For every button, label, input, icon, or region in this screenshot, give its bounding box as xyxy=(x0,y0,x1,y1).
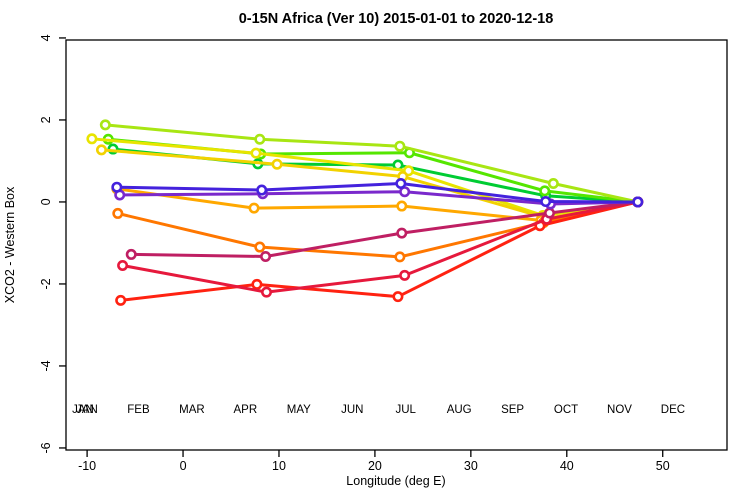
data-point-may xyxy=(95,144,107,156)
data-point-mar xyxy=(394,140,406,152)
y-tick-label: 0 xyxy=(39,198,53,205)
legend-month-jun: JUN xyxy=(341,404,363,416)
data-point-jul xyxy=(112,207,124,219)
data-point-may xyxy=(271,158,283,170)
data-point-jul xyxy=(394,251,406,263)
data-point-jun xyxy=(396,200,408,212)
x-tick-label: 10 xyxy=(272,459,286,473)
data-point-sep xyxy=(261,286,273,298)
y-tick-label: 4 xyxy=(39,34,53,41)
data-point-dec xyxy=(540,196,552,208)
data-point-sep xyxy=(399,269,411,281)
data-point-nov xyxy=(399,186,411,198)
data-point-aug xyxy=(392,291,404,303)
y-tick-label: -6 xyxy=(39,442,53,453)
legend-month-jan: JAN xyxy=(76,404,98,416)
y-tick-label: -2 xyxy=(39,278,53,289)
y-tick-label: 2 xyxy=(39,116,53,123)
legend-month-may: MAY xyxy=(287,404,311,416)
series-line-oct xyxy=(129,200,640,258)
data-point-oct xyxy=(396,227,408,239)
legend-month-feb: FEB xyxy=(127,404,150,416)
data-point-apr xyxy=(86,133,98,145)
data-point-aug xyxy=(251,278,263,290)
legend-month-nov: NOV xyxy=(607,404,632,416)
x-tick-label: 40 xyxy=(560,459,574,473)
legend-month-jan: JAN xyxy=(72,404,94,416)
chart-title: 0-15N Africa (Ver 10) 2015-01-01 to 2020… xyxy=(239,11,554,27)
legend-month-jul: JUL xyxy=(395,404,416,416)
legend-month-mar: MAR xyxy=(179,404,205,416)
y-tick-label: -4 xyxy=(39,360,53,371)
x-tick-label: 50 xyxy=(656,459,670,473)
x-tick-label: 20 xyxy=(368,459,382,473)
data-point-mar xyxy=(547,178,559,190)
x-tick-label: 30 xyxy=(464,459,478,473)
legend-month-sep: SEP xyxy=(501,404,524,416)
data-point-jul xyxy=(254,241,266,253)
x-axis-label: Longitude (deg E) xyxy=(346,474,445,488)
data-point-oct xyxy=(544,207,556,219)
data-point-aug xyxy=(115,294,127,306)
x-tick-label: -10 xyxy=(78,459,96,473)
data-point-mar xyxy=(99,119,111,131)
x-tick-label: 0 xyxy=(180,459,187,473)
data-point-dec xyxy=(256,184,268,196)
series-line-jul xyxy=(116,200,640,259)
data-point-dec xyxy=(395,178,407,190)
data-point-dec xyxy=(632,196,644,208)
legend-month-aug: AUG xyxy=(447,404,472,416)
data-point-mar xyxy=(254,133,266,145)
series-line-sep xyxy=(121,200,640,294)
legend-month-oct: OCT xyxy=(554,404,578,416)
data-point-oct xyxy=(125,248,137,260)
plot-border xyxy=(65,39,728,451)
data-point-dec xyxy=(111,181,123,193)
data-point-jun xyxy=(248,202,260,214)
data-point-feb xyxy=(539,185,551,197)
data-point-apr xyxy=(250,147,262,159)
data-point-oct xyxy=(260,250,272,262)
legend-month-apr: APR xyxy=(234,404,258,416)
legend-month-dec: DEC xyxy=(661,404,685,416)
data-point-sep xyxy=(117,259,129,271)
y-axis-label: XCO2 - Western Box xyxy=(3,186,17,303)
